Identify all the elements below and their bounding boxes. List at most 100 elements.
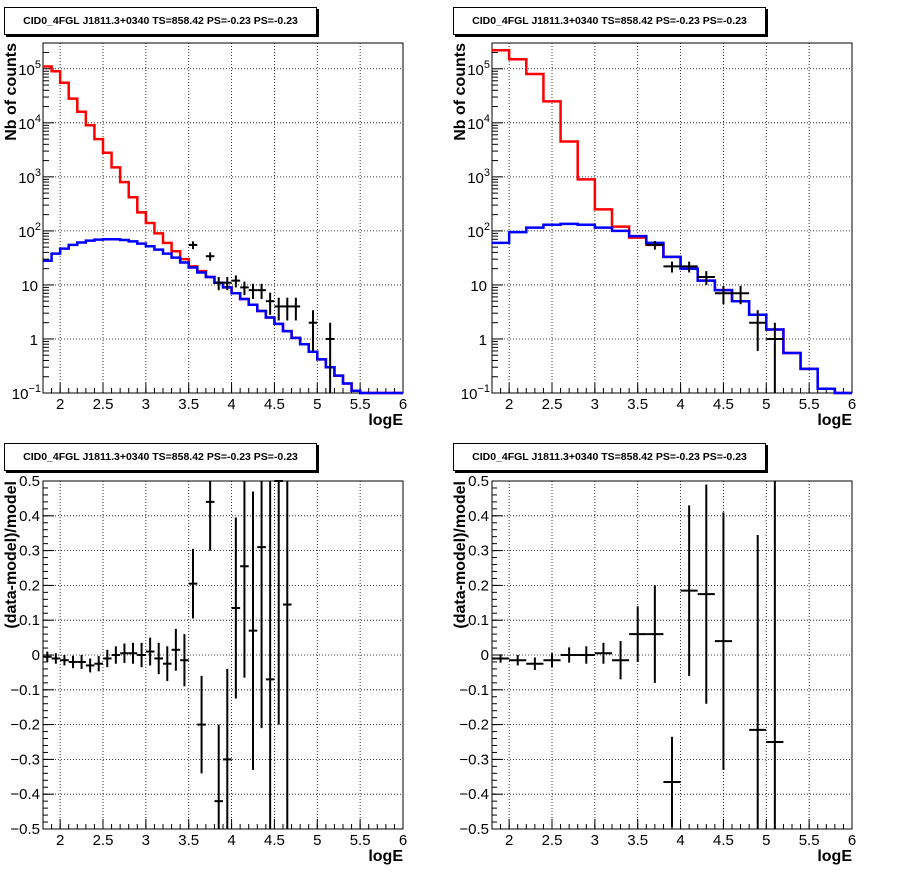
x-tick-label: 4 bbox=[676, 396, 684, 413]
chart-title: CID0_4FGL J1811.3+0340 TS=858.42 PS=-0.2… bbox=[453, 443, 766, 471]
data-point bbox=[697, 271, 715, 285]
y-tick-label: 10 bbox=[470, 278, 487, 295]
x-tick-label: 4 bbox=[227, 832, 235, 849]
residual-point bbox=[594, 642, 612, 664]
data-point bbox=[766, 322, 784, 393]
residual-point bbox=[68, 655, 78, 669]
y-tick-label: 10−1 bbox=[12, 383, 41, 403]
residual-point bbox=[274, 480, 283, 725]
y-tick-label: 102 bbox=[18, 221, 41, 241]
data-point bbox=[732, 285, 750, 305]
residual-point bbox=[577, 646, 595, 664]
x-tick-label: 4 bbox=[676, 832, 684, 849]
residual-point bbox=[120, 643, 129, 664]
data-point bbox=[265, 292, 275, 315]
y-tick-label: −0.2 bbox=[459, 717, 489, 734]
data-point bbox=[714, 285, 732, 305]
y-tick-label: 103 bbox=[18, 167, 41, 187]
y-tick-label: −0.1 bbox=[459, 682, 489, 699]
x-tick-label: 2 bbox=[505, 832, 513, 849]
y-axis-label: (data-model)/model bbox=[3, 481, 20, 629]
residual-point bbox=[560, 647, 578, 663]
residual-point bbox=[223, 668, 232, 829]
y-axis-label: Nb of counts bbox=[452, 43, 469, 141]
residual-point bbox=[714, 512, 732, 770]
residual-point bbox=[240, 481, 249, 678]
x-tick-label: 2.5 bbox=[542, 832, 563, 849]
x-axis-label: logE bbox=[817, 412, 852, 429]
y-tick-label: 1 bbox=[479, 332, 487, 349]
data-point bbox=[248, 283, 258, 299]
x-tick-label: 5.5 bbox=[350, 396, 371, 413]
residual-point bbox=[163, 646, 172, 682]
y-axis-label: Nb of counts bbox=[3, 43, 20, 141]
x-tick-label: 4.5 bbox=[713, 832, 734, 849]
residual-point bbox=[646, 585, 664, 683]
y-tick-label: 0 bbox=[32, 647, 40, 664]
data-point bbox=[214, 277, 223, 291]
y-tick-label: 103 bbox=[467, 167, 490, 187]
residual-point bbox=[197, 675, 206, 774]
residual-point bbox=[77, 655, 86, 669]
residual-point bbox=[60, 655, 69, 666]
y-tick-label: −0.5 bbox=[459, 821, 489, 838]
residual-point bbox=[231, 517, 241, 699]
y-tick-label: 0.4 bbox=[19, 508, 40, 525]
y-tick-label: 1 bbox=[30, 332, 38, 349]
y-axis-label: (data-model)/model bbox=[452, 481, 469, 629]
y-tick-label: 0 bbox=[481, 647, 489, 664]
x-tick-label: 3.5 bbox=[178, 396, 199, 413]
x-tick-label: 3 bbox=[142, 396, 150, 413]
residual-point bbox=[248, 491, 258, 770]
residual-point bbox=[188, 548, 198, 619]
y-tick-label: 10−1 bbox=[461, 383, 490, 403]
residual-point bbox=[214, 724, 223, 829]
chart-title: CID0_4FGL J1811.3+0340 TS=858.42 PS=-0.2… bbox=[4, 443, 317, 471]
residual-point bbox=[205, 481, 215, 551]
y-tick-label: 105 bbox=[467, 59, 490, 79]
residual-point bbox=[543, 653, 561, 668]
y-tick-label: 0.2 bbox=[19, 577, 40, 594]
residual-point bbox=[154, 642, 163, 675]
y-tick-label: 0.3 bbox=[19, 543, 40, 560]
residual-point bbox=[509, 655, 527, 666]
y-tick-label: −0.2 bbox=[10, 717, 40, 734]
data-point bbox=[663, 261, 681, 273]
residual-point bbox=[663, 736, 681, 828]
y-tick-label: 0.5 bbox=[468, 473, 489, 490]
y-tick-label: 105 bbox=[18, 59, 41, 79]
x-tick-label: 2.5 bbox=[93, 396, 114, 413]
x-tick-label: 3 bbox=[142, 832, 150, 849]
x-axis-label: logE bbox=[368, 412, 403, 429]
x-tick-label: 3.5 bbox=[178, 832, 199, 849]
x-tick-label: 3 bbox=[591, 832, 599, 849]
y-tick-label: −0.1 bbox=[10, 682, 40, 699]
data-point bbox=[223, 277, 232, 291]
x-tick-label: 5 bbox=[762, 832, 770, 849]
x-tick-label: 6 bbox=[848, 396, 856, 413]
histogram-series bbox=[492, 222, 852, 395]
y-tick-label: 0.3 bbox=[468, 543, 489, 560]
y-tick-label: 102 bbox=[467, 221, 490, 241]
data-point bbox=[749, 310, 767, 351]
residual-point bbox=[629, 606, 647, 662]
data-point bbox=[274, 297, 283, 321]
x-tick-label: 2.5 bbox=[93, 832, 114, 849]
x-tick-label: 3.5 bbox=[627, 396, 648, 413]
residual-point bbox=[680, 505, 698, 676]
y-tick-label: 0.2 bbox=[468, 577, 489, 594]
residual-point bbox=[180, 634, 189, 687]
residual-point bbox=[103, 649, 112, 668]
residual-point bbox=[111, 646, 121, 664]
residual-point bbox=[283, 481, 292, 829]
y-tick-label: 10 bbox=[21, 278, 38, 295]
x-tick-label: 4.5 bbox=[264, 396, 285, 413]
residual-point bbox=[257, 481, 266, 729]
chart-title: CID0_4FGL J1811.3+0340 TS=858.42 PS=-0.2… bbox=[4, 7, 317, 35]
y-tick-label: 0.1 bbox=[468, 612, 489, 629]
y-tick-label: −0.4 bbox=[459, 786, 489, 803]
x-tick-label: 3.5 bbox=[627, 832, 648, 849]
